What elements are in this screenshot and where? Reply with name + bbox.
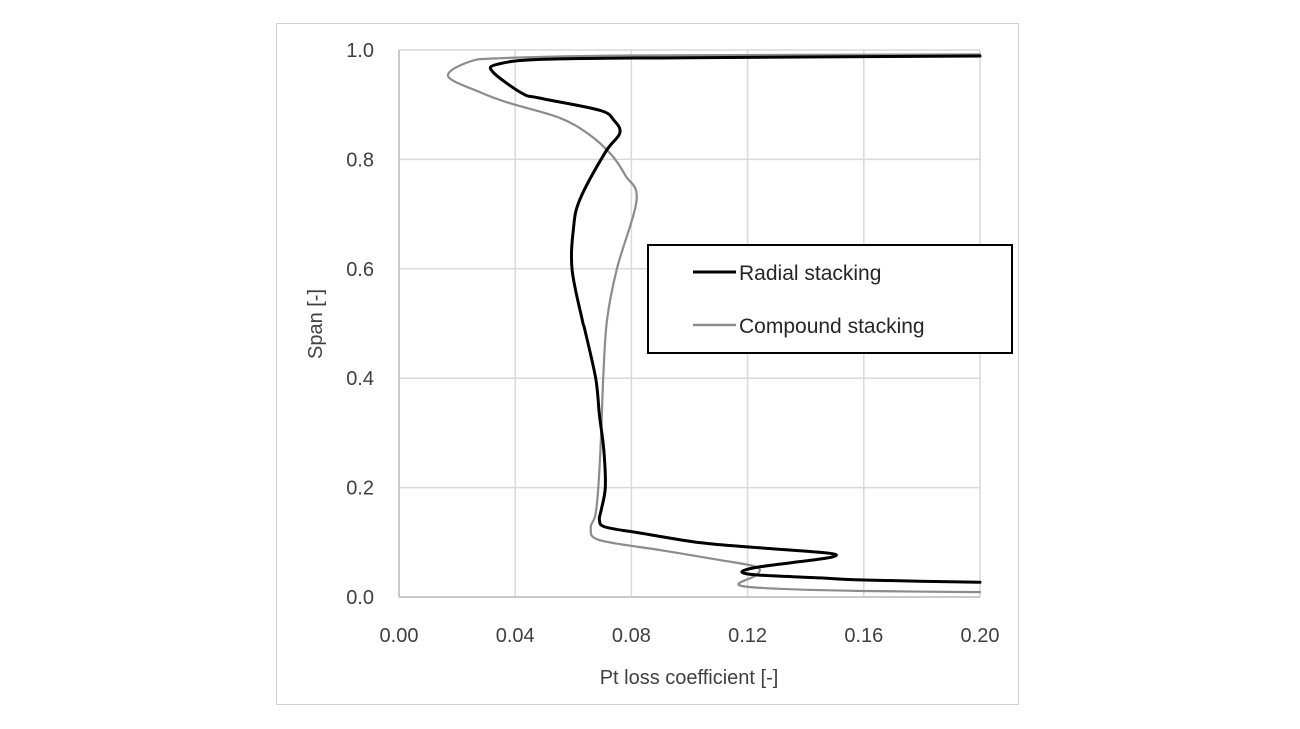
legend-label-radial: Radial stacking [739, 262, 881, 285]
y-tick-label: 0.6 [346, 259, 374, 281]
x-tick-label: 0.16 [844, 625, 883, 647]
axes [398, 50, 980, 598]
x-tick-label: 0.08 [612, 625, 651, 647]
x-tick-labels: 0.00 0.04 0.08 0.12 0.16 0.20 [380, 625, 1000, 647]
y-tick-label: 0.4 [346, 368, 374, 390]
series-lines [446, 53, 982, 594]
legend-box [647, 244, 1013, 354]
chart-frame [276, 23, 1019, 705]
series-compound-stacking [446, 53, 982, 594]
y-tick-labels: 0.0 0.2 0.4 0.6 0.8 1.0 [346, 40, 374, 609]
x-tick-label: 0.04 [496, 625, 535, 647]
y-tick-label: 1.0 [346, 40, 374, 62]
legend: Radial stacking Compound stacking [647, 244, 1013, 354]
x-tick-label: 0.00 [380, 625, 419, 647]
x-tick-label: 0.12 [728, 625, 767, 647]
y-tick-label: 0.8 [346, 149, 374, 171]
x-tick-label: 0.20 [961, 625, 1000, 647]
y-axis-label: Span [-] [305, 289, 327, 359]
y-tick-label: 0.0 [346, 587, 374, 609]
series-radial-stacking [488, 54, 982, 584]
y-tick-label: 0.2 [346, 478, 374, 500]
x-axis-label: Pt loss coefficient [-] [600, 667, 779, 689]
legend-label-compound: Compound stacking [739, 315, 925, 338]
